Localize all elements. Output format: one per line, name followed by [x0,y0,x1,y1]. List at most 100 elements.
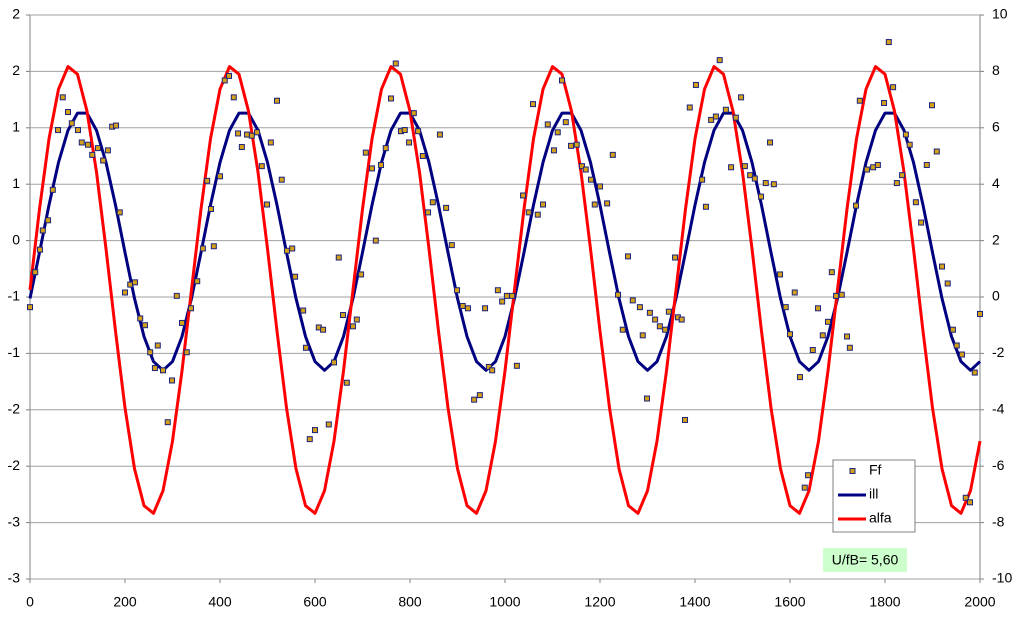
scatter-point [646,309,653,316]
scatter-point [716,57,723,64]
scatter-point [89,151,96,158]
scatter-point [758,193,765,200]
scatter-point [320,326,327,333]
scatter-point [27,304,33,311]
scatter-point [131,279,138,286]
scatter-point [933,148,940,155]
scatter-point [692,81,699,88]
scatter-point [977,310,983,317]
scatter-point [183,349,190,356]
scatter-point [644,395,651,402]
x-tick-label: 1400 [679,594,710,610]
scatter-point [350,323,356,330]
scatter-point [306,436,313,443]
scatter-point [582,166,589,173]
scatter-point [568,142,575,149]
scatter-point [918,219,925,226]
scatter-point [448,242,455,249]
scatter-point [509,292,516,299]
scatter-point [372,237,379,244]
scatter-point [530,101,537,108]
scatter-point [482,305,489,312]
y2-tick-label: -10 [992,570,1012,586]
scatter-point [425,209,432,216]
scatter-point [258,163,265,170]
scatter-point [401,127,408,134]
scatter-point [615,291,622,298]
scatter-point [962,494,969,501]
scatter-point [210,243,217,250]
y2-tick-label: -8 [992,513,1005,529]
scatter-point [573,141,580,148]
scatter-point [476,392,483,399]
y-tick-label: 2 [12,62,20,78]
scatter-point [578,163,585,170]
scatter-point [770,181,777,188]
scatter-point [503,292,510,299]
y2-tick-label: 2 [992,231,1000,247]
y-tick-label: -2 [8,401,21,417]
scatter-point [699,176,706,183]
x-tick-label: 1800 [869,594,900,610]
y2-tick-label: -6 [992,457,1005,473]
scatter-point [738,94,745,101]
annotation-box [823,548,907,572]
scatter-point [207,206,214,213]
scatter-point [68,120,75,127]
scatter-point [762,180,769,187]
scatter-point [36,246,43,253]
x-tick-label: 200 [113,594,137,610]
scatter-point [828,269,835,276]
scatter-point [164,419,171,426]
y-tick-label: 2 [12,6,20,22]
scatter-point [636,304,643,311]
y-tick-label: -1 [8,344,21,360]
scatter-point [443,204,450,211]
scatter-point [55,127,62,134]
scatter-point [751,175,758,182]
y-tick-label: -3 [8,513,21,529]
scatter-point [949,326,956,333]
scatter-point [833,292,840,299]
scatter-point [906,141,913,148]
scatter-point [838,291,845,298]
scatter-point [362,149,369,156]
x-tick-label: 2000 [964,594,995,610]
scatter-point [104,147,111,154]
scatter-point [459,303,466,310]
x-tick-label: 600 [303,594,327,610]
y2-tick-label: -2 [992,344,1005,360]
scatter-point [343,379,350,386]
scatter-point [312,427,318,434]
scatter-point [791,289,798,296]
scatter-point [639,332,646,339]
scatter-point [292,273,299,280]
legend-marker [849,468,856,474]
scatter-point [464,305,471,312]
scatter-point [597,183,603,190]
scatter-point [534,211,541,218]
scatter-point [912,199,919,206]
scatter-point [331,359,337,366]
scatter-point [625,253,632,260]
scatter-point [796,374,803,381]
scatter-point [300,307,307,314]
legend-label: Ff [869,462,882,478]
scatter-point [410,110,417,117]
scatter-point [559,77,565,84]
scatter-point [122,289,128,296]
scatter-point [248,132,255,139]
scatter-point [809,347,816,354]
scatter-point [230,94,237,101]
scatter-point [485,363,492,370]
scatter-point [662,326,669,333]
scatter-point [471,396,478,403]
scatter-point [335,254,342,261]
scatter-point [712,113,719,120]
scatter-point [702,203,709,210]
scatter-point [274,97,280,104]
scatter-point [672,254,679,261]
scatter-point [388,95,394,102]
scatter-point [863,166,870,173]
